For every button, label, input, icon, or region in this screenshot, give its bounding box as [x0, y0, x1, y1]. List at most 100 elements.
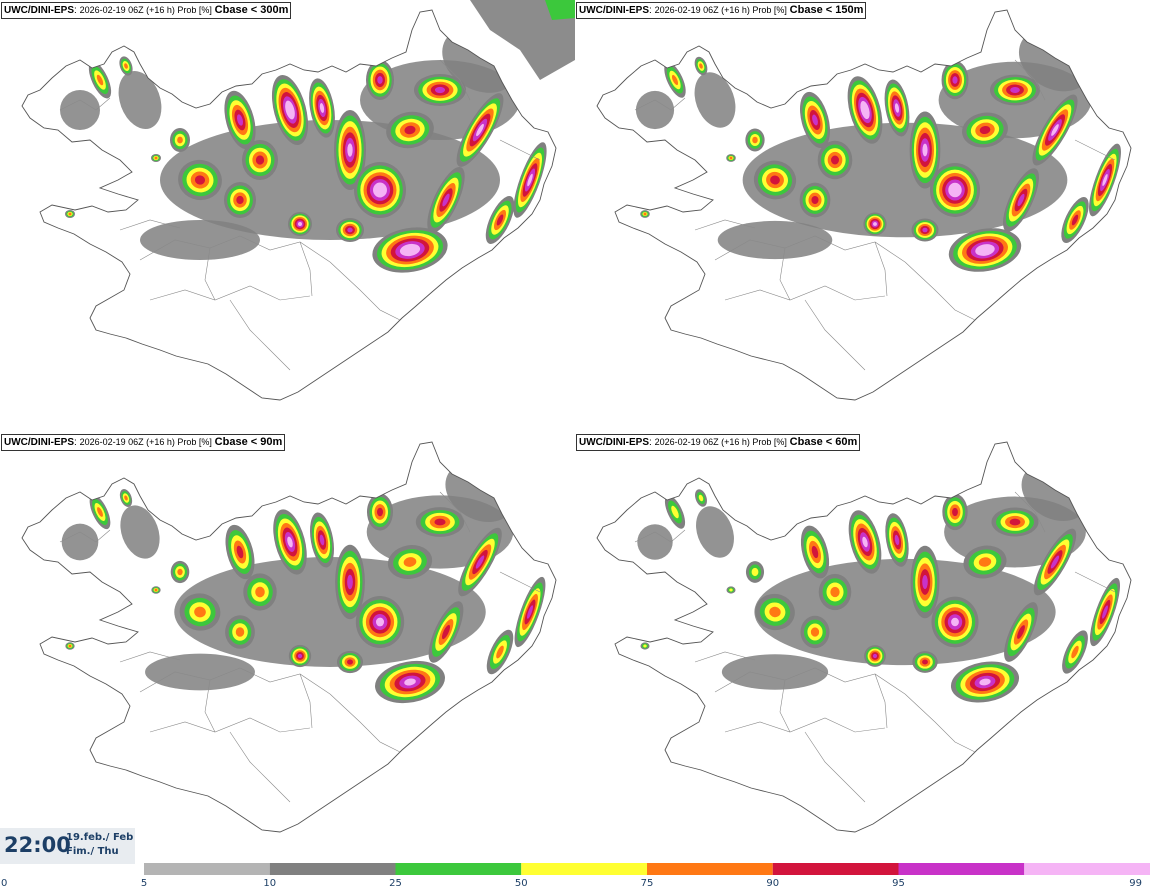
legend-tick-label: 95 — [892, 878, 905, 889]
probability-blob — [225, 615, 255, 649]
probability-blob — [1089, 143, 1121, 217]
probability-blob — [1002, 168, 1040, 232]
region-boundary — [149, 285, 311, 301]
region-boundary — [724, 717, 886, 733]
probability-blob — [745, 561, 765, 583]
probability-blob — [799, 182, 831, 218]
low-probability-area — [696, 506, 734, 558]
panel-title: UWC/DINI-EPS: 2026-02-19 06Z (+16 h) Pro… — [576, 434, 861, 451]
probability-blob — [336, 218, 364, 242]
probability-blob — [355, 595, 405, 649]
map-panel-cbase-90m: UWC/DINI-EPS: 2026-02-19 06Z (+16 h) Pro… — [0, 432, 575, 864]
region-boundary — [694, 219, 756, 231]
probability-blob — [242, 140, 278, 180]
legend-tick-label: 90 — [766, 878, 779, 889]
low-probability-area — [118, 70, 162, 130]
region-boundary — [439, 59, 471, 101]
low-probability-area — [140, 220, 260, 260]
probability-blob — [1032, 94, 1078, 166]
legend-swatch — [898, 863, 1025, 875]
probability-blob — [65, 210, 75, 218]
legend-tick-label: 99 — [1129, 878, 1142, 889]
region-boundary — [1014, 491, 1046, 533]
probability-blob — [89, 494, 111, 530]
panel-title: UWC/DINI-EPS: 2026-02-19 06Z (+16 h) Pro… — [576, 2, 867, 19]
probability-blob — [427, 166, 465, 234]
probability-blob — [375, 660, 445, 704]
legend-tick-label: 5 — [141, 878, 147, 889]
probability-blob — [170, 560, 190, 584]
run-info: 2026-02-19 06Z (+16 h) Prob [%] — [654, 437, 787, 447]
probability-blob — [941, 60, 969, 100]
probability-blob — [335, 544, 365, 620]
region-boundary — [59, 97, 111, 111]
probability-blob — [981, 749, 989, 759]
probability-blob — [485, 196, 515, 244]
legend-swatch — [521, 863, 647, 875]
probability-blob — [800, 615, 830, 649]
probability-blob — [753, 160, 797, 200]
probability-blob — [225, 524, 255, 580]
probability-blob — [912, 651, 938, 673]
probability-blob — [1089, 577, 1121, 647]
probability-blob — [664, 62, 686, 98]
low-probability-area — [721, 654, 829, 690]
region-boundary — [329, 261, 401, 321]
probability-map — [21, 0, 575, 401]
probability-blob — [755, 593, 795, 631]
probability-blob — [800, 525, 830, 579]
probability-blob — [336, 650, 364, 674]
region-boundary — [229, 299, 291, 371]
legend-swatch — [1024, 863, 1150, 875]
variable-label: Cbase < 90m — [214, 436, 283, 448]
probability-blob — [354, 162, 406, 218]
region-boundary — [204, 679, 216, 733]
probability-blob — [884, 79, 910, 137]
probability-blob — [458, 527, 502, 597]
probability-blob — [745, 128, 765, 152]
valid-day: Fim./ Thu — [66, 846, 119, 857]
region-boundary — [299, 673, 313, 729]
region-boundary — [329, 693, 401, 753]
probability-blob — [817, 140, 853, 180]
low-probability-area — [637, 524, 673, 560]
legend-swatch — [395, 863, 522, 875]
legend-bar: 0 5 10 25 50 75 90 95 99 — [1, 863, 1150, 889]
probability-blob — [962, 112, 1008, 148]
region-boundary — [1074, 139, 1116, 161]
region-boundary — [439, 491, 471, 533]
coastline — [21, 9, 557, 401]
region-boundary — [299, 241, 313, 297]
region-boundary — [634, 97, 686, 111]
model-name: UWC/DINI-EPS — [4, 5, 74, 16]
probability-blob — [273, 509, 307, 575]
probability-blob — [929, 163, 981, 217]
probability-blob — [288, 644, 312, 668]
probability-blob — [271, 74, 309, 146]
valid-date: 19.feb./ Feb — [66, 832, 134, 843]
run-info: 2026-02-19 06Z (+16 h) Prob [%] — [79, 5, 212, 15]
region-boundary — [779, 247, 791, 301]
probability-field — [60, 27, 547, 327]
legend-tick-label: 0 — [1, 878, 7, 889]
region-boundary — [1074, 571, 1116, 593]
probability-blob — [885, 513, 909, 567]
legend-tick-label: 25 — [389, 878, 402, 889]
map-panel-cbase-60m: UWC/DINI-EPS: 2026-02-19 06Z (+16 h) Pro… — [575, 432, 1150, 864]
legend-swatch — [144, 863, 270, 875]
region-boundary — [904, 693, 976, 753]
probability-blob — [366, 60, 394, 100]
legend-tick-label: 50 — [515, 878, 528, 889]
probability-blob — [640, 210, 650, 218]
variable-label: Cbase < 150m — [789, 4, 864, 16]
region-boundary — [1014, 59, 1046, 101]
sea-probability-area — [470, 0, 575, 80]
low-probability-area — [694, 72, 736, 128]
probability-blob — [1033, 528, 1077, 596]
probability-blob — [415, 507, 465, 537]
region-boundary — [724, 285, 886, 301]
probability-blob — [406, 317, 414, 327]
region-boundary — [499, 571, 541, 593]
probability-blob — [664, 495, 686, 529]
legend-swatch — [772, 863, 899, 875]
